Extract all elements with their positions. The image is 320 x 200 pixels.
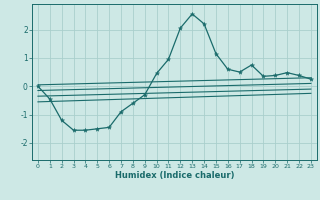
X-axis label: Humidex (Indice chaleur): Humidex (Indice chaleur) [115,171,234,180]
